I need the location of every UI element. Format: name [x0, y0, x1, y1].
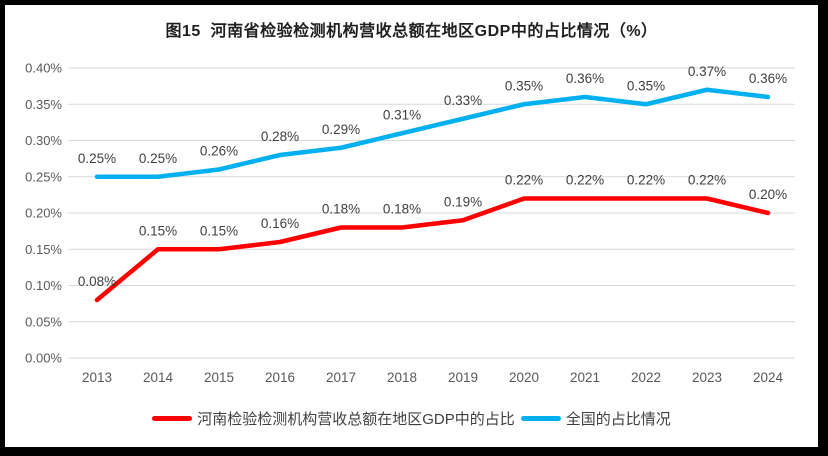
legend-item-national: 全国的占比情况	[520, 408, 671, 429]
data-label: 0.19%	[444, 194, 482, 209]
national-legend-label: 全国的占比情况	[565, 410, 671, 428]
data-label: 0.35%	[627, 78, 665, 93]
y-tick-label: 0.25%	[25, 169, 62, 184]
data-label: 0.28%	[261, 129, 299, 144]
y-tick-label: 0.05%	[25, 314, 62, 329]
data-label: 0.15%	[200, 223, 238, 238]
data-label: 0.35%	[505, 78, 543, 93]
data-label: 0.29%	[322, 122, 360, 137]
chart-title: 图15 河南省检验检测机构营收总额在地区GDP中的占比情况（%）	[165, 23, 658, 40]
data-label: 0.25%	[78, 151, 116, 166]
data-label: 0.18%	[322, 202, 360, 217]
data-label: 0.20%	[749, 187, 787, 202]
x-tick-label: 2013	[82, 370, 112, 385]
x-tick-label: 2023	[692, 370, 722, 385]
y-tick-label: 0.40%	[25, 61, 62, 76]
line-chart-canvas: 0.00% 0.05% 0.10% 0.15% 0.20% 0.25% 0.30% 0.35%…	[25, 61, 795, 385]
x-tick-label: 2018	[387, 370, 417, 385]
y-tick-label: 0.00%	[25, 351, 62, 366]
data-label: 0.26%	[200, 144, 238, 159]
data-label: 0.31%	[383, 107, 421, 122]
data-label: 0.37%	[688, 64, 726, 79]
data-label: 0.16%	[261, 216, 299, 231]
x-tick-label: 2024	[753, 370, 784, 385]
data-label: 0.22%	[505, 173, 543, 188]
data-label: 0.18%	[383, 202, 421, 217]
x-tick-label: 2021	[570, 370, 600, 385]
henan-legend-line-icon	[152, 415, 193, 421]
data-label: 0.22%	[688, 173, 726, 188]
national-legend-line-icon	[520, 415, 561, 421]
legend: 河南检验检测机构营收总额在地区GDP中的占比 全国的占比情况	[5, 405, 818, 431]
x-tick-label: 2020	[509, 370, 539, 385]
data-label: 0.22%	[627, 173, 665, 188]
henan-legend-label: 河南检验检测机构营收总额在地区GDP中的占比	[197, 410, 515, 428]
x-tick-label: 2022	[631, 370, 661, 385]
x-tick-label: 2017	[326, 370, 356, 385]
x-tick-label: 2014	[143, 370, 174, 385]
y-tick-label: 0.20%	[25, 206, 62, 221]
x-tick-label: 2016	[265, 370, 295, 385]
data-label: 0.36%	[566, 71, 604, 86]
y-tick-label: 0.15%	[25, 242, 62, 257]
national-series-line	[94, 87, 771, 179]
data-label: 0.36%	[749, 71, 787, 86]
data-label: 0.25%	[139, 151, 177, 166]
y-tick-label: 0.10%	[25, 278, 62, 293]
y-tick-label: 0.35%	[25, 97, 62, 112]
data-label: 0.22%	[566, 173, 604, 188]
x-tick-label: 2015	[204, 370, 234, 385]
henan-series-line	[94, 196, 771, 303]
data-label: 0.08%	[78, 274, 116, 289]
legend-item-henan: 河南检验检测机构营收总额在地区GDP中的占比	[152, 408, 515, 429]
data-label: 0.33%	[444, 93, 482, 108]
data-label: 0.15%	[139, 223, 177, 238]
x-tick-label: 2019	[448, 370, 478, 385]
y-tick-label: 0.30%	[25, 133, 62, 148]
